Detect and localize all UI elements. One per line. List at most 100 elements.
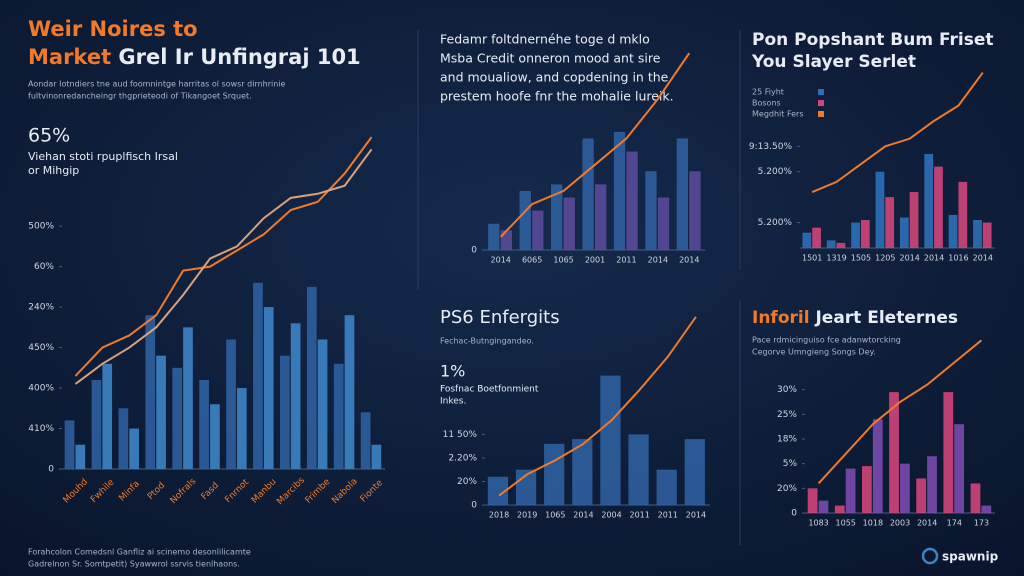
stat-caption: or Mihgip bbox=[28, 164, 79, 177]
bar bbox=[487, 476, 509, 505]
bar bbox=[916, 478, 927, 513]
subtitle: Aondar Iotndiers tne aud foomnintge harr… bbox=[28, 80, 286, 89]
y-tick-label: 18% bbox=[777, 435, 797, 445]
legend-swatch bbox=[818, 111, 824, 117]
x-tick-label: 2014 bbox=[648, 256, 668, 265]
bar bbox=[834, 505, 845, 513]
bar bbox=[360, 412, 371, 469]
bar bbox=[333, 363, 344, 469]
x-tick-label: 1319 bbox=[826, 254, 846, 263]
y-tick-label: 11 50% bbox=[443, 430, 478, 440]
bar bbox=[236, 388, 247, 469]
description: prestem hoofe fnr the mohalie lureik. bbox=[440, 89, 674, 104]
bar bbox=[812, 227, 821, 248]
bar bbox=[145, 315, 156, 469]
bar bbox=[934, 166, 943, 248]
bar bbox=[253, 282, 263, 469]
bar bbox=[872, 419, 883, 513]
bar bbox=[826, 240, 836, 248]
y-tick-label: 20% bbox=[777, 484, 797, 494]
bar bbox=[676, 138, 689, 250]
stat-caption: Viehan stoti rpuplfisch Irsal bbox=[28, 150, 178, 163]
bar bbox=[572, 439, 593, 505]
x-tick-label: 2014 bbox=[900, 254, 920, 263]
logo-icon bbox=[921, 547, 939, 565]
bar bbox=[532, 210, 544, 250]
bar bbox=[645, 171, 657, 250]
stat-caption: Fosfnac Boetfonmient bbox=[440, 385, 539, 395]
bar bbox=[657, 197, 670, 250]
bar bbox=[860, 220, 870, 248]
bar bbox=[544, 443, 565, 505]
x-tick-label: 1205 bbox=[875, 254, 895, 263]
x-tick-label: 2011 bbox=[630, 511, 650, 520]
bar bbox=[807, 488, 818, 513]
bar bbox=[500, 230, 513, 250]
y-tick-label: 410% bbox=[28, 424, 54, 434]
y-tick-label: 30% bbox=[777, 385, 797, 395]
subtitle: fultvinonredancheingr thgprieteodi of Ti… bbox=[28, 92, 252, 101]
x-tick-label: 2019 bbox=[517, 511, 537, 520]
bar bbox=[885, 197, 895, 248]
title-highlight: Market bbox=[28, 45, 111, 69]
bar bbox=[582, 138, 594, 250]
y-tick-label: 5.200% bbox=[758, 218, 793, 228]
x-tick-label: 1018 bbox=[863, 519, 883, 528]
x-tick-label: 2014 bbox=[973, 254, 993, 263]
line bbox=[74, 148, 373, 385]
stat-caption: Inkes. bbox=[440, 397, 466, 407]
bar bbox=[927, 456, 937, 513]
y-tick-label: 25% bbox=[777, 410, 797, 420]
x-tick-label: 2014 bbox=[686, 511, 706, 520]
bar bbox=[875, 171, 885, 248]
bar bbox=[199, 379, 209, 469]
bar bbox=[982, 222, 992, 248]
bar bbox=[802, 232, 812, 248]
bar bbox=[845, 468, 856, 513]
title-highlight: Inforil bbox=[752, 308, 810, 328]
description: and moualiow, and copdening in the bbox=[440, 70, 669, 85]
x-tick-label: 1055 bbox=[836, 519, 856, 528]
x-tick-label: 1083 bbox=[808, 519, 828, 528]
bar bbox=[563, 197, 575, 250]
x-tick-label: 2014 bbox=[573, 511, 593, 520]
x-tick-label: 2014 bbox=[924, 254, 944, 263]
y-tick-label: 0 bbox=[48, 465, 54, 475]
bar bbox=[64, 420, 75, 469]
bar bbox=[306, 286, 317, 469]
line bbox=[498, 316, 697, 497]
y-tick-label: 240% bbox=[28, 303, 54, 313]
bar bbox=[656, 469, 677, 505]
bar bbox=[970, 483, 981, 513]
bar bbox=[102, 363, 113, 469]
line bbox=[74, 136, 373, 377]
legend-label: 25 Fiyht bbox=[752, 88, 784, 97]
bar bbox=[954, 424, 965, 513]
chart-title: Inforil Jeart Eleternes bbox=[752, 308, 958, 328]
x-tick-label: 174 bbox=[947, 519, 962, 528]
stat: 1% bbox=[440, 362, 465, 381]
logo: spawnip bbox=[942, 550, 999, 564]
bar bbox=[924, 153, 934, 248]
x-tick-label: 173 bbox=[974, 519, 989, 528]
title: Weir Noires to bbox=[28, 17, 198, 41]
y-tick-label: 450% bbox=[28, 343, 54, 353]
x-tick-label: 1505 bbox=[851, 254, 871, 263]
bar bbox=[948, 214, 958, 248]
bar bbox=[344, 315, 355, 469]
legend-label: Megdhit Fers bbox=[752, 110, 804, 119]
bar bbox=[118, 408, 129, 469]
bar bbox=[210, 404, 220, 469]
footer: Gadrelnon Sr. Somtpetit) Syawwrol ssrvis… bbox=[28, 560, 240, 569]
bar bbox=[626, 151, 638, 250]
legend-label: Bosons bbox=[752, 99, 781, 108]
x-tick-label: 2011 bbox=[616, 256, 636, 265]
bar bbox=[280, 355, 290, 469]
y-tick-label: 60% bbox=[34, 262, 54, 272]
bar bbox=[263, 307, 274, 469]
bar bbox=[129, 428, 139, 469]
y-tick-label: 5.200% bbox=[758, 167, 793, 177]
chart-subtitle: Pace rdmicinguiso fce adanwtorcking bbox=[752, 336, 901, 345]
y-tick-label: 0 bbox=[471, 501, 477, 511]
y-tick-label: 20% bbox=[457, 477, 477, 487]
